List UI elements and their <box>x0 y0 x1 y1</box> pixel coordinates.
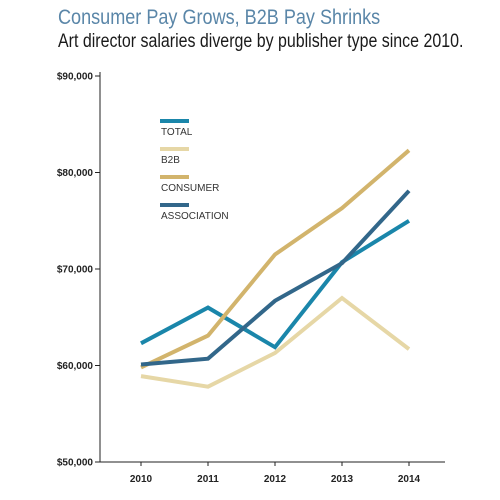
legend-label-association: ASSOCIATION <box>161 211 229 222</box>
chart-legend: TOTAL B2B CONSUMER ASSOCIATION <box>160 119 229 222</box>
y-tick-label: $70,000 <box>57 265 94 276</box>
x-tick-label: 2010 <box>130 474 153 485</box>
x-tick-label: 2011 <box>197 474 219 485</box>
legend-label-total: TOTAL <box>161 127 193 138</box>
legend-label-consumer: CONSUMER <box>161 183 219 194</box>
chart-title: Consumer Pay Grows, B2B Pay Shrinks <box>58 6 381 29</box>
y-tick-label: $50,000 <box>57 458 94 469</box>
x-tick-label: 2014 <box>398 474 421 485</box>
series-line-association <box>140 189 411 367</box>
y-tick-label: $60,000 <box>57 361 94 372</box>
chart-series <box>140 148 411 389</box>
y-tick-label: $80,000 <box>57 168 94 179</box>
chart-subtitle: Art director salaries diverge by publish… <box>58 31 464 52</box>
series-line-total <box>140 219 411 350</box>
legend-label-b2b: B2B <box>161 155 180 166</box>
series-line-consumer <box>140 148 411 370</box>
series-line-b2b <box>140 295 411 389</box>
y-tick-label: $90,000 <box>57 72 94 83</box>
x-tick-label: 2013 <box>331 474 354 485</box>
x-tick-label: 2012 <box>264 474 287 485</box>
chart-axes: $50,000 $60,000 $70,000 $80,000 $90,000 2010 2… <box>57 72 445 485</box>
